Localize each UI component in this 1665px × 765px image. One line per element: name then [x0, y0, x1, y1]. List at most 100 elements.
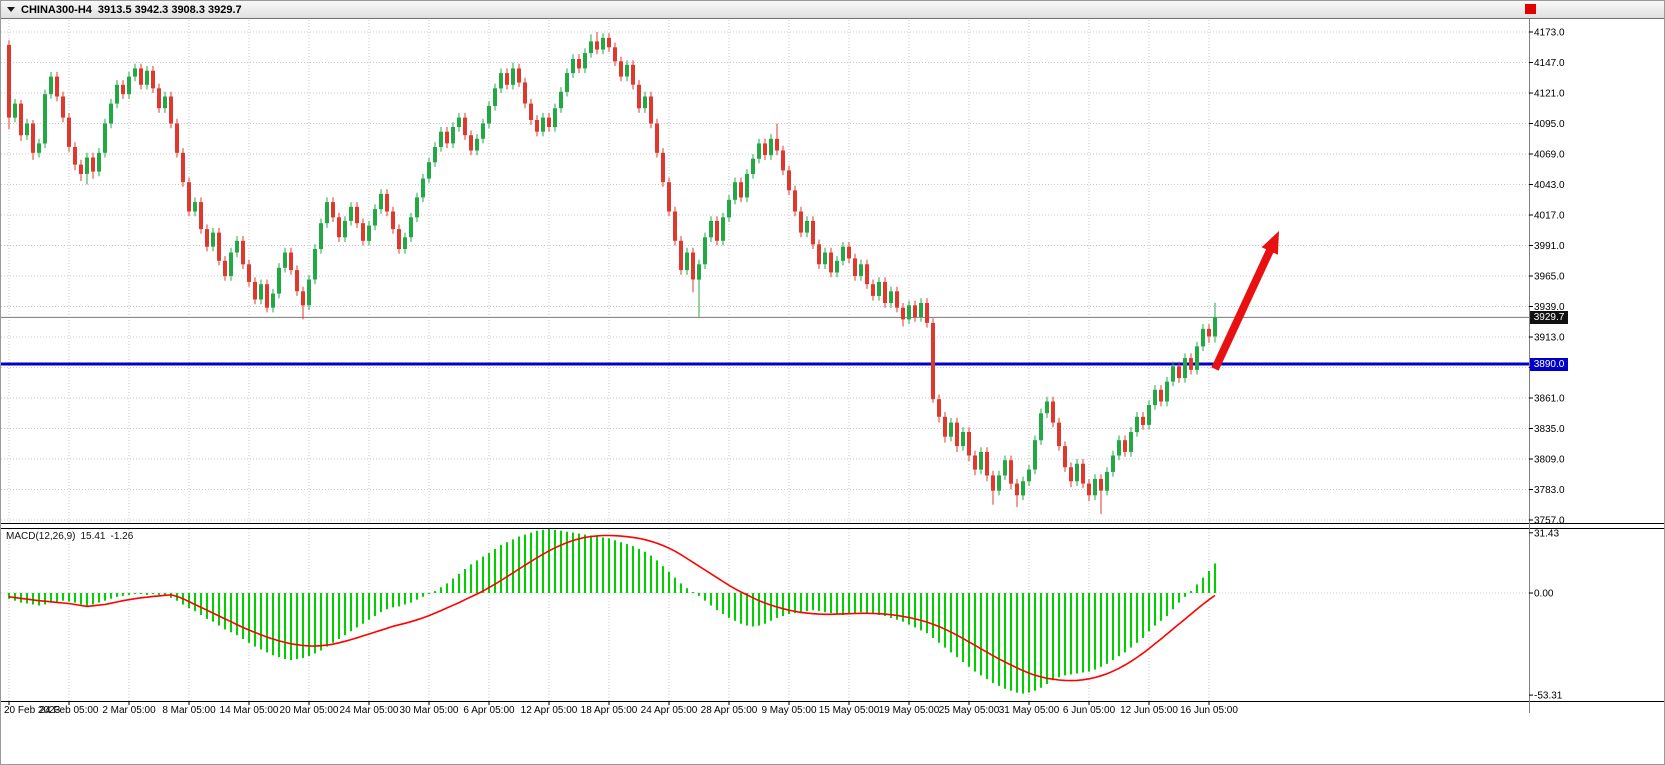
- macd-bar: [614, 540, 616, 593]
- price-axis-label: 3861.0: [1534, 394, 1565, 405]
- macd-bar: [566, 531, 568, 593]
- macd-bar: [236, 593, 238, 636]
- macd-bar: [1058, 593, 1060, 678]
- macd-bar: [512, 539, 514, 593]
- macd-bar: [1160, 593, 1162, 621]
- candle-body: [913, 305, 917, 317]
- candle-body: [655, 123, 659, 153]
- macd-bar: [272, 593, 274, 656]
- macd-bar: [578, 533, 580, 593]
- macd-bar: [368, 593, 370, 620]
- macd-axis[interactable]: 31.43 0.00 -53.31: [1529, 528, 1563, 702]
- price-axis-label: 4121.0: [1534, 89, 1565, 100]
- time-axis-label: 24 Feb 05:00: [40, 705, 99, 716]
- candle-body: [697, 264, 701, 280]
- candle-body: [805, 220, 809, 233]
- current-price-badge: 3929.7: [1530, 311, 1568, 324]
- trend-arrow[interactable]: [1211, 231, 1279, 371]
- macd-bar: [74, 593, 76, 603]
- candle-body: [199, 202, 203, 230]
- hline-price-badge: 3890.0: [1530, 358, 1568, 371]
- time-axis-label: 20 Mar 05:00: [280, 705, 339, 716]
- candle-body: [235, 240, 239, 253]
- macd-bar: [410, 593, 412, 603]
- candle-body: [121, 84, 125, 95]
- macd-bar: [350, 593, 352, 632]
- candle-body: [577, 59, 581, 69]
- macd-bar: [296, 593, 298, 660]
- macd-bar: [500, 545, 502, 593]
- candle-body: [379, 193, 383, 210]
- time-axis-label: 2 Mar 05:00: [102, 705, 156, 716]
- macd-bar: [278, 593, 280, 658]
- candle-body: [49, 76, 53, 95]
- macd-bar: [938, 593, 940, 643]
- macd-bar: [92, 593, 94, 605]
- macd-bar: [344, 593, 346, 636]
- candle-body: [529, 103, 533, 120]
- candle-body: [13, 103, 17, 118]
- candle-body: [331, 202, 335, 218]
- candle-body: [43, 94, 47, 144]
- candle-body: [937, 399, 941, 417]
- candle-body: [265, 284, 269, 308]
- candle-body: [193, 202, 197, 212]
- candle-body: [1171, 366, 1175, 382]
- macd-bar: [134, 593, 136, 594]
- macd-bar: [446, 583, 448, 593]
- candle-body: [919, 303, 923, 318]
- candle-body: [1009, 460, 1013, 484]
- candle-body: [151, 70, 155, 89]
- macd-bar: [494, 548, 496, 593]
- price-axis-label: 3965.0: [1534, 272, 1565, 283]
- time-axis-label: 20 Feb 2023: [4, 705, 61, 716]
- macd-bar: [692, 592, 694, 593]
- candle-body: [187, 182, 191, 212]
- candle-body: [55, 76, 59, 97]
- candle-body: [337, 217, 341, 238]
- candle-body: [901, 307, 905, 320]
- macd-bar: [560, 530, 562, 593]
- candle-body: [97, 152, 101, 172]
- macd-bar: [842, 593, 844, 615]
- price-axis[interactable]: 4173.0 4147.0 4121.0 4095.0 4069.0 4043.0 4017…: [1529, 28, 1565, 527]
- candle-body: [1069, 467, 1073, 482]
- macd-bar: [770, 593, 772, 621]
- candle-body: [553, 108, 557, 128]
- candle-body: [1033, 440, 1037, 470]
- macd-bar: [536, 530, 538, 593]
- candle-body: [433, 147, 437, 163]
- macd-bar: [464, 569, 466, 593]
- dropdown-arrow-icon[interactable]: [7, 7, 15, 12]
- candle-body: [751, 158, 755, 174]
- candle-body: [787, 170, 791, 191]
- candle-body: [487, 105, 491, 124]
- macd-bar: [416, 593, 418, 600]
- macd-bar: [668, 571, 670, 593]
- macd-bar: [542, 529, 544, 593]
- macd-bar: [620, 542, 622, 593]
- macd-bar: [1070, 593, 1072, 675]
- macd-bar: [530, 532, 532, 593]
- candle-body: [109, 103, 113, 124]
- macd-bar: [884, 593, 886, 616]
- macd-bar: [980, 593, 982, 676]
- macd-bar: [518, 536, 520, 593]
- macd-bar: [962, 593, 964, 662]
- candle-body: [1177, 366, 1181, 378]
- macd-bar: [824, 593, 826, 613]
- time-axis-label: 12 Jun 05:00: [1120, 705, 1178, 716]
- macd-bar: [380, 593, 382, 613]
- candle-body: [139, 68, 143, 85]
- macd-bar: [458, 573, 460, 593]
- candle-body: [973, 455, 977, 470]
- macd-bar: [926, 593, 928, 634]
- candle-body: [469, 135, 473, 151]
- macd-bar: [1100, 593, 1102, 667]
- candle-body: [523, 82, 527, 104]
- macd-bar: [572, 532, 574, 593]
- macd-bar: [698, 593, 700, 596]
